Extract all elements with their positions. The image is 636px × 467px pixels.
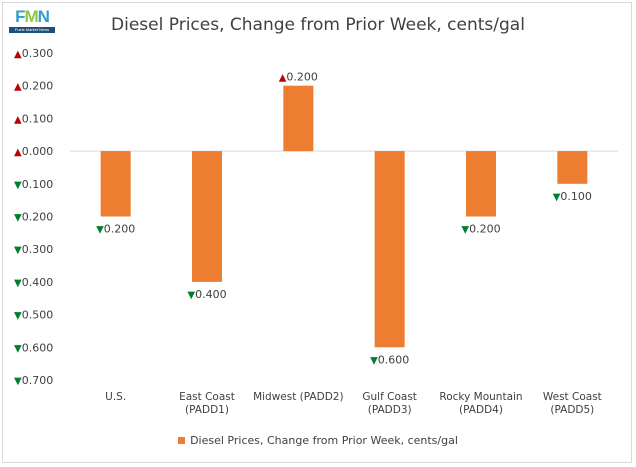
bar [283, 85, 314, 152]
x-tick-label: Rocky Mountain [439, 391, 522, 403]
x-tick-label: (PADD1) [185, 404, 229, 416]
bar [374, 151, 405, 348]
data-label: ▼0.200 [461, 223, 500, 236]
bar [466, 151, 496, 217]
data-label: ▼0.100 [553, 190, 592, 203]
data-label: ▲0.200 [279, 71, 318, 84]
y-tick-label: ▼0.200 [14, 211, 53, 224]
y-tick-label: ▼0.500 [14, 309, 53, 322]
bar [100, 151, 131, 217]
legend-swatch [178, 437, 186, 444]
chart-frame [2, 2, 632, 463]
y-tick-label: ▲0.100 [14, 112, 53, 125]
x-tick-label: East Coast [179, 391, 235, 403]
bar [192, 151, 222, 282]
y-tick-label: ▼0.600 [14, 341, 53, 354]
y-tick-label: ▼0.100 [14, 178, 53, 191]
y-tick-label: ▼0.400 [14, 276, 53, 289]
data-label: ▼0.200 [96, 223, 135, 236]
x-tick-label: West Coast [543, 391, 602, 403]
y-tick-label: ▼0.300 [14, 243, 53, 256]
data-label: ▼0.600 [370, 353, 409, 366]
legend-label: Diesel Prices, Change from Prior Week, c… [190, 434, 458, 447]
x-tick-label: (PADD3) [368, 404, 412, 416]
x-tick-label: Midwest (PADD2) [253, 391, 344, 403]
chart-legend: Diesel Prices, Change from Prior Week, c… [0, 434, 636, 447]
fmn-logo: FMN Fuels Market News [9, 8, 55, 34]
logo-letters: FMN [15, 7, 50, 26]
y-tick-label: ▲0.200 [14, 80, 53, 93]
bar [557, 151, 588, 184]
y-tick-label: ▲0.000 [14, 145, 53, 158]
y-tick-label: ▲0.300 [14, 47, 53, 60]
x-tick-label: (PADD5) [550, 404, 594, 416]
x-tick-label: Gulf Coast [362, 391, 417, 403]
chart-title: Diesel Prices, Change from Prior Week, c… [111, 15, 525, 35]
data-label: ▼0.400 [187, 288, 226, 301]
y-tick-label: ▼0.700 [14, 374, 53, 387]
logo-tagline: Fuels Market News [9, 27, 55, 33]
x-tick-label: (PADD4) [459, 404, 503, 416]
x-tick-label: U.S. [105, 391, 126, 403]
